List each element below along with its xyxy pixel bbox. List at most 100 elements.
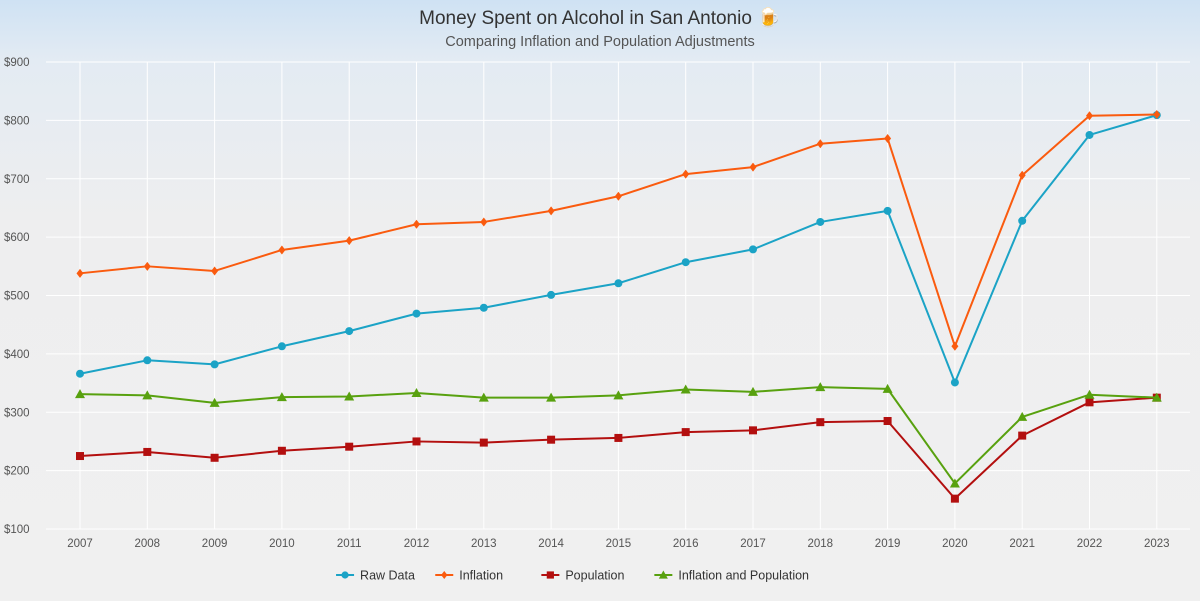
data-point-raw-data <box>277 342 286 351</box>
data-point-population <box>950 494 959 503</box>
x-tick-label: 2022 <box>1077 538 1103 550</box>
data-point-raw-data <box>883 206 892 215</box>
data-point-inflation <box>614 191 622 201</box>
x-tick-label: 2012 <box>404 538 430 550</box>
legend-label: Inflation <box>459 569 503 583</box>
data-point-inflation <box>480 217 488 227</box>
data-point-inflation <box>1086 111 1093 121</box>
series-inflation <box>76 110 1161 351</box>
data-point-population <box>412 437 421 446</box>
data-point-inflation-and-population <box>1084 389 1095 399</box>
data-point-raw-data <box>143 356 152 365</box>
legend-item-raw-data: Raw Data <box>336 569 415 583</box>
legend-item-inflation: Inflation <box>435 569 503 583</box>
legend-item-population: Population <box>541 569 624 583</box>
y-tick-label: $200 <box>4 466 30 478</box>
x-tick-label: 2016 <box>673 538 699 550</box>
data-point-inflation <box>143 261 151 271</box>
series-layer <box>75 110 1162 503</box>
data-point-population <box>883 417 892 426</box>
data-point-population <box>681 428 690 437</box>
legend-marker <box>441 570 448 580</box>
data-point-inflation <box>749 162 757 172</box>
x-tick-label: 2014 <box>538 538 564 550</box>
x-tick-label: 2021 <box>1009 538 1035 550</box>
data-point-raw-data <box>816 217 825 226</box>
legend-item-inflation-and-population: Inflation and Population <box>654 569 809 583</box>
x-tick-label: 2018 <box>808 538 834 550</box>
data-point-inflation <box>1018 170 1026 180</box>
series-inflation-and-population <box>75 382 1162 488</box>
data-point-population <box>614 433 623 442</box>
data-point-population <box>479 438 488 447</box>
legend-marker <box>658 570 668 579</box>
x-tick-label: 2017 <box>740 538 766 550</box>
data-point-raw-data <box>345 327 354 336</box>
data-point-inflation-and-population <box>142 390 153 400</box>
data-point-raw-data <box>950 378 959 387</box>
data-point-inflation <box>682 169 690 179</box>
x-tick-label: 2019 <box>875 538 901 550</box>
chart-title: Money Spent on Alcohol in San Antonio 🍺 <box>419 8 781 29</box>
data-point-inflation-and-population <box>1151 392 1162 402</box>
data-point-population <box>76 452 84 461</box>
data-point-population <box>277 446 286 455</box>
data-point-population <box>210 453 219 462</box>
data-point-population <box>816 418 825 427</box>
data-point-inflation <box>816 139 824 149</box>
y-tick-label: $300 <box>4 407 30 419</box>
x-tick-label: 2013 <box>471 538 497 550</box>
data-point-inflation-and-population <box>949 478 960 488</box>
data-point-inflation-and-population <box>209 397 220 407</box>
x-tick-label: 2020 <box>942 538 968 550</box>
x-tick-label: 2023 <box>1144 538 1170 550</box>
data-point-inflation-and-population <box>75 389 85 399</box>
chart-subtitle: Comparing Inflation and Population Adjus… <box>445 34 755 50</box>
data-point-raw-data <box>76 369 84 378</box>
data-point-raw-data <box>1018 216 1027 225</box>
data-point-inflation <box>211 266 219 276</box>
data-point-raw-data <box>547 290 556 299</box>
data-point-raw-data <box>749 245 757 254</box>
data-point-inflation-and-population <box>815 382 826 392</box>
x-tick-label: 2010 <box>269 538 295 550</box>
y-tick-label: $400 <box>4 349 30 361</box>
data-point-inflation <box>76 268 84 278</box>
data-point-raw-data <box>681 258 690 267</box>
data-point-raw-data <box>412 309 421 318</box>
x-tick-label: 2015 <box>606 538 632 550</box>
axes: $100 $200 $300 $400 $500 $600 $700 $800 $900 2007… <box>4 57 1170 550</box>
data-point-inflation-and-population <box>546 392 557 402</box>
data-point-inflation <box>1153 110 1161 120</box>
x-tick-label: 2009 <box>202 538 228 550</box>
series-raw-data <box>76 111 1161 387</box>
data-point-raw-data <box>210 360 219 369</box>
data-point-inflation <box>547 206 555 216</box>
data-point-population <box>749 426 757 435</box>
legend-label: Raw Data <box>360 569 415 583</box>
y-tick-label: $900 <box>4 57 30 69</box>
data-point-inflation-and-population <box>478 392 489 402</box>
legend-label: Population <box>565 569 624 583</box>
data-point-population <box>547 435 556 444</box>
data-point-inflation <box>413 219 420 229</box>
y-tick-label: $100 <box>4 524 30 536</box>
x-tick-label: 2008 <box>135 538 161 550</box>
data-point-inflation-and-population <box>276 392 287 402</box>
x-tick-label: 2011 <box>337 538 362 550</box>
legend: Raw Data Inflation Population Inflation and… <box>336 569 809 583</box>
data-point-population <box>345 442 354 451</box>
data-point-population <box>1085 398 1094 407</box>
y-tick-label: $600 <box>4 232 30 244</box>
data-point-inflation <box>884 133 892 143</box>
data-point-inflation-and-population <box>882 383 893 393</box>
data-point-inflation <box>278 245 286 255</box>
data-point-inflation-and-population <box>748 386 758 396</box>
y-tick-label: $800 <box>4 115 30 127</box>
data-point-population <box>1018 431 1027 440</box>
legend-label: Inflation and Population <box>678 569 809 583</box>
legend-marker <box>546 571 554 579</box>
data-point-raw-data <box>479 303 488 312</box>
data-point-raw-data <box>614 279 623 288</box>
